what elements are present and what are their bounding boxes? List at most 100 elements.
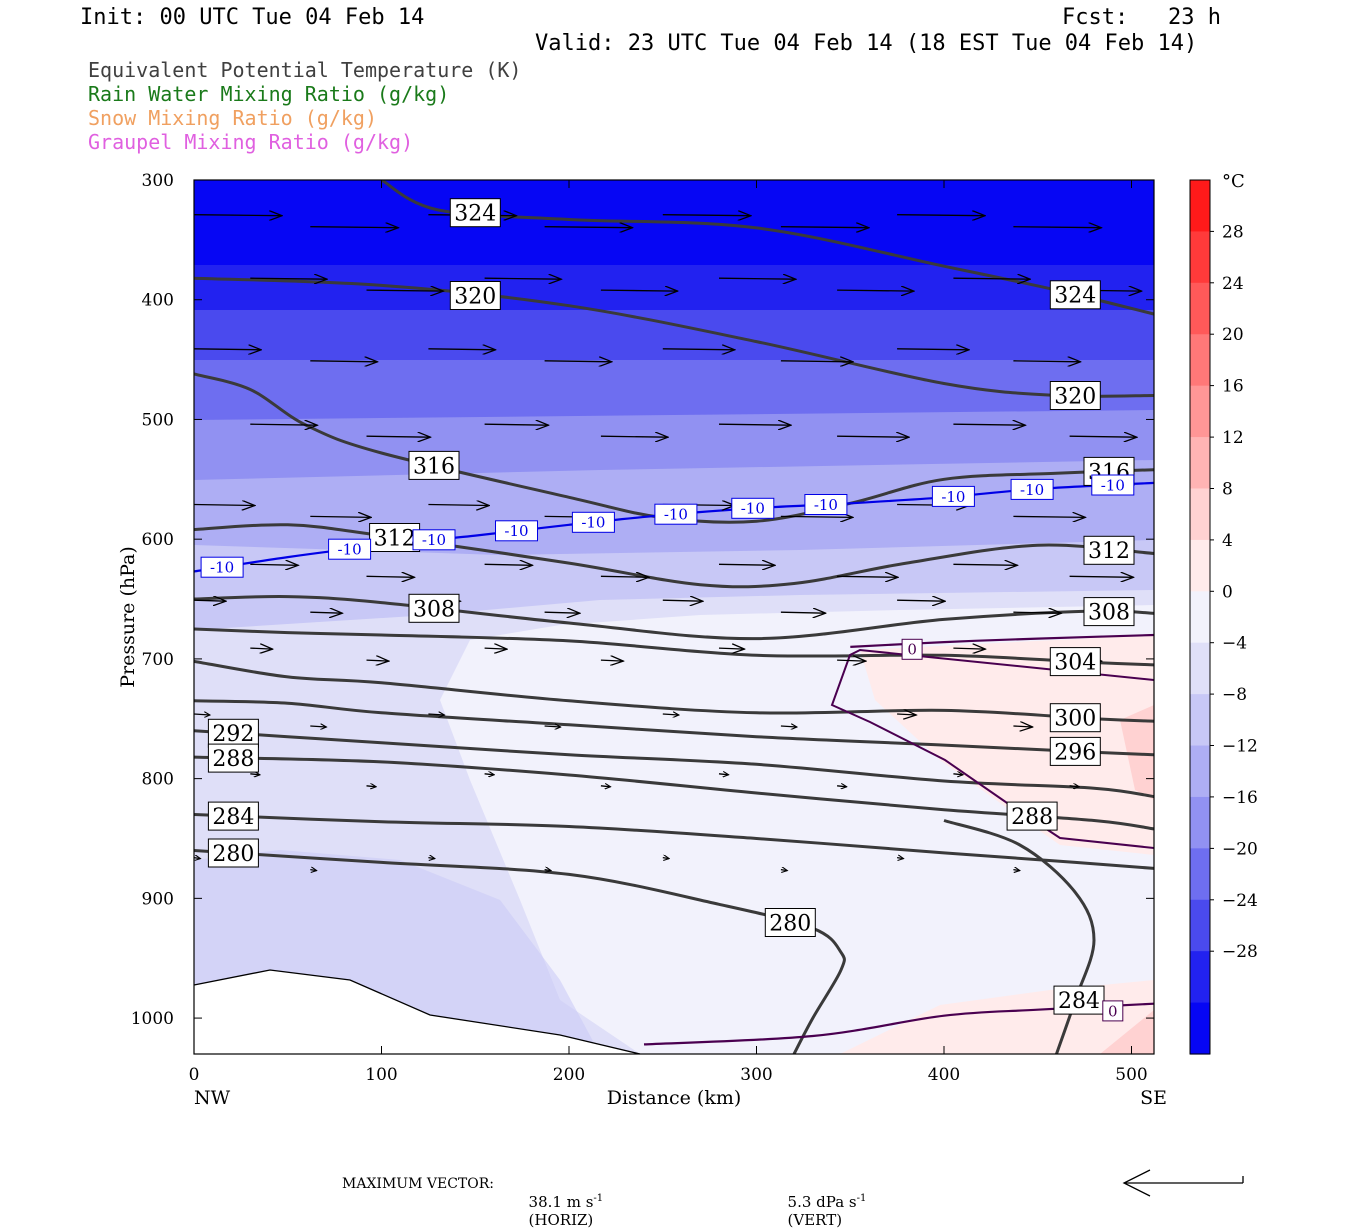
vert-value: 5.3 dPa s — [787, 1193, 857, 1211]
colorbar-swatch — [1190, 745, 1210, 798]
colorbar-unit: °C — [1222, 171, 1245, 192]
colorbar-tick-label: 0 — [1222, 582, 1233, 602]
isotherm-label: -10 — [931, 485, 975, 507]
wind-vector — [544, 726, 561, 727]
terrain-masked — [194, 970, 640, 1054]
colorbar-swatch — [1190, 899, 1210, 952]
y-tick-label: 900 — [142, 889, 174, 909]
wind-vector — [897, 714, 916, 715]
wind-vector — [366, 660, 389, 661]
reference-vector-arrow — [1122, 1169, 1244, 1197]
colorbar-swatch — [1190, 1002, 1210, 1055]
wind-vector — [1013, 612, 1061, 613]
wind-vector — [780, 227, 869, 228]
theta-e-contour-label-text: 308 — [1088, 601, 1130, 626]
wind-vector — [600, 576, 649, 577]
x-tick-label: 400 — [928, 1065, 960, 1085]
theta-e-contour-label-text: 280 — [212, 842, 254, 867]
wind-vector — [718, 648, 745, 649]
wind-vector — [780, 516, 853, 517]
colorbar-swatch — [1190, 848, 1210, 901]
wind-vector — [780, 361, 853, 362]
colorbar-frame — [1189, 179, 1211, 1055]
wind-vector — [194, 600, 226, 601]
wind-vector — [428, 858, 434, 859]
theta-e-contour — [194, 523, 1154, 589]
isotherm-label-text: -10 — [1101, 476, 1125, 494]
wind-vector — [662, 858, 669, 859]
wind-vector — [600, 786, 611, 787]
colorbar-swatch — [1190, 591, 1210, 644]
wind-vector — [1069, 436, 1137, 437]
isotherm-label: -10 — [328, 538, 372, 560]
isotherm-zero — [850, 633, 1154, 648]
theta-e-contour-label: 308 — [1083, 597, 1135, 627]
field-label-snow: Snow Mixing Ratio (g/kg) — [88, 106, 377, 130]
isotherm-label: -10 — [571, 511, 615, 533]
theta-e-contour — [194, 627, 1154, 667]
x-tick-label: 300 — [740, 1065, 772, 1085]
wind-vector — [662, 349, 735, 350]
wind-vector — [718, 564, 775, 565]
isotherm-label-text: -10 — [1020, 481, 1044, 499]
wind-vector — [250, 424, 317, 425]
wind-vector — [428, 349, 495, 350]
wind-vector — [366, 436, 431, 437]
wind-vector — [194, 858, 200, 859]
wind-vector — [194, 215, 282, 216]
theta-e-contour-label-text: 312 — [374, 526, 416, 551]
wind-vector — [953, 564, 1017, 565]
x-end-label-right: SE — [1140, 1087, 1167, 1109]
horiz-exponent: -1 — [593, 1193, 604, 1204]
isotherm-label-text: 0 — [1108, 1002, 1118, 1020]
isotherm-label: -10 — [200, 556, 244, 578]
isotherm-label-text: -10 — [814, 496, 838, 514]
wind-vector — [484, 774, 495, 775]
wind-vector — [250, 564, 298, 565]
theta-e-contour-label: 288 — [1006, 801, 1058, 831]
valid-time: Valid: 23 UTC Tue 04 Feb 14 (18 EST Tue … — [535, 31, 1198, 56]
wind-vector — [544, 361, 612, 362]
wind-vector — [366, 576, 415, 577]
x-tick-label: 500 — [1115, 1065, 1147, 1085]
theta-e-contour-label-text: 284 — [1058, 989, 1100, 1014]
vert-exponent: -1 — [856, 1193, 867, 1204]
x-tick-label: 0 — [189, 1065, 200, 1085]
theta-e-contour-label-text: 320 — [1054, 384, 1096, 409]
colorbar-tick-label: 28 — [1222, 222, 1244, 242]
colorbar-tick-label: −28 — [1222, 942, 1258, 962]
colorbar-tick-label: 4 — [1222, 531, 1233, 551]
isotherm-label: -10 — [495, 520, 538, 542]
wind-vector — [428, 714, 444, 715]
wind-vector — [953, 648, 985, 649]
x-tick-label: 200 — [553, 1065, 585, 1085]
theta-e-contour-label: 312 — [369, 523, 421, 552]
theta-e-contour-label: 324 — [1049, 280, 1101, 310]
wind-vector — [837, 436, 909, 437]
isotherm-label-text: -10 — [422, 531, 446, 549]
colorbar-swatch — [1190, 282, 1210, 335]
wind-vector — [780, 612, 826, 613]
wind-vector — [1013, 516, 1085, 517]
wind-vector — [897, 215, 985, 216]
theta-e-contour-label-text: 288 — [1011, 805, 1053, 830]
colorbar-tick-label: 8 — [1222, 480, 1233, 500]
colorbar-tick-label: −4 — [1222, 634, 1247, 654]
shade-warm — [1100, 1010, 1154, 1054]
colorbar-tick-label: −8 — [1222, 685, 1247, 705]
wind-vector — [662, 714, 679, 715]
wind-vector — [310, 870, 316, 871]
theta-e-contour-label: 280 — [764, 908, 816, 937]
shade-warm — [860, 635, 1154, 855]
theta-e-contour-label: 280 — [207, 838, 259, 868]
y-tick-label: 300 — [142, 171, 174, 191]
isotherm-label-text: -10 — [941, 488, 965, 506]
wind-vector — [780, 870, 787, 871]
wind-vector — [718, 424, 791, 425]
plot-frame — [193, 179, 1155, 1055]
theta-e-contour — [194, 276, 1154, 398]
field-label-theta-e: Equivalent Potential Temperature (K) — [88, 58, 522, 82]
wind-vector — [897, 349, 969, 350]
theta-e-contour-label-text: 304 — [1054, 651, 1096, 676]
isotherm-label-text: -10 — [504, 522, 528, 540]
